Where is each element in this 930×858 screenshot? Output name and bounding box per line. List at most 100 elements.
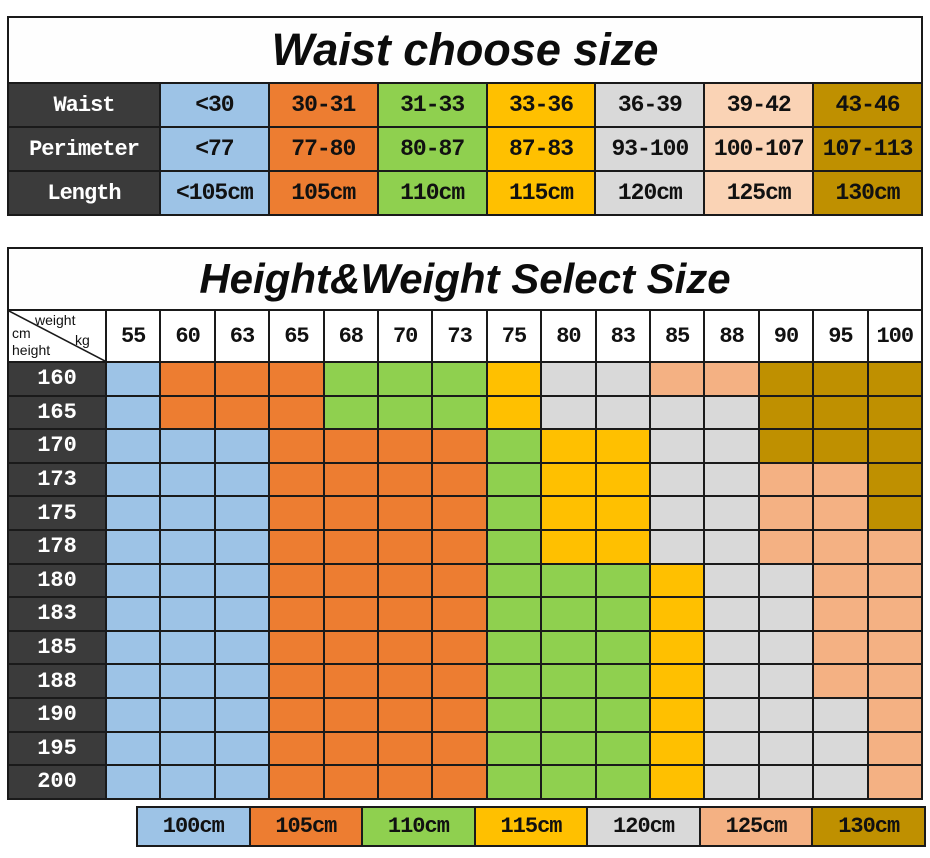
size-grid-cell — [759, 497, 813, 529]
size-grid-cell — [596, 766, 649, 798]
size-grid-cell — [107, 732, 160, 765]
size-grid-cell — [651, 564, 704, 597]
size-grid-cell — [596, 598, 649, 630]
size-grid-cell — [814, 631, 867, 664]
size-grid-cell — [487, 463, 541, 496]
waist-size-cell: 87-83 — [487, 128, 595, 170]
size-grid-cell — [542, 363, 595, 395]
size-grid-cell — [379, 598, 432, 630]
size-grid-cell — [759, 766, 813, 798]
size-grid-cell — [542, 396, 595, 429]
size-grid-cell — [161, 430, 214, 462]
weight-header-cell: 100 — [868, 311, 921, 361]
corner-height-label: height — [12, 342, 51, 358]
waist-size-cell: 107-113 — [814, 128, 921, 170]
size-grid-cell — [161, 530, 214, 563]
size-grid-cell — [542, 564, 595, 597]
size-grid-cell — [379, 698, 432, 731]
size-grid-cell — [868, 497, 921, 529]
height-weight-grid: weight kg cm height 55 60 63 65 68 70 73 75 80 83… — [9, 309, 921, 798]
size-grid-cell — [324, 732, 377, 765]
size-grid-cell — [705, 430, 758, 462]
size-grid-cell — [270, 665, 323, 697]
size-grid-cell — [651, 530, 704, 563]
size-grid-cell — [705, 698, 758, 731]
size-grid-cell — [814, 665, 867, 697]
size-grid-cell — [487, 665, 541, 697]
size-grid-cell — [270, 430, 323, 462]
legend-item: 100cm — [138, 808, 249, 845]
weight-header-cell: 95 — [814, 311, 867, 361]
size-grid-cell — [596, 564, 649, 597]
waist-size-cell: 110cm — [378, 172, 486, 214]
size-grid-cell — [487, 598, 541, 630]
size-grid-cell — [487, 564, 541, 597]
size-grid-cell — [215, 766, 269, 798]
height-label-cell: 170 — [9, 430, 105, 462]
size-grid-cell — [379, 766, 432, 798]
size-grid-cell — [379, 396, 432, 429]
size-grid-cell — [161, 396, 214, 429]
height-label-cell: 200 — [9, 766, 105, 798]
size-grid-cell — [814, 766, 867, 798]
size-grid-cell — [161, 564, 214, 597]
size-grid-cell — [379, 564, 432, 597]
size-grid-cell — [324, 363, 377, 395]
size-grid-cell — [433, 497, 486, 529]
size-grid-cell — [868, 631, 921, 664]
size-grid-cell — [814, 463, 867, 496]
size-grid-cell — [596, 732, 649, 765]
size-grid-cell — [107, 598, 160, 630]
size-grid-cell — [379, 530, 432, 563]
size-grid-cell — [487, 698, 541, 731]
size-grid-cell — [324, 564, 377, 597]
size-grid-cell — [596, 665, 649, 697]
size-grid-cell — [215, 698, 269, 731]
size-grid-cell — [542, 631, 595, 664]
size-grid-cell — [215, 463, 269, 496]
size-grid-cell — [107, 497, 160, 529]
legend-item: 120cm — [588, 808, 699, 845]
size-grid-cell — [759, 564, 813, 597]
size-grid-cell — [324, 631, 377, 664]
height-label-cell: 190 — [9, 698, 105, 731]
size-grid-cell — [270, 363, 323, 395]
weight-header-cell: 63 — [215, 311, 269, 361]
size-grid-cell — [868, 430, 921, 462]
weight-header-cell: 73 — [433, 311, 486, 361]
weight-header-cell: 60 — [161, 311, 214, 361]
size-grid-cell — [215, 598, 269, 630]
size-grid-cell — [270, 497, 323, 529]
size-grid-cell — [868, 665, 921, 697]
size-grid-cell — [814, 732, 867, 765]
height-label-cell: 183 — [9, 598, 105, 630]
corner-kg-label: kg — [75, 332, 90, 348]
size-grid-cell — [433, 363, 486, 395]
height-label-cell: 173 — [9, 463, 105, 496]
size-grid-cell — [324, 598, 377, 630]
size-grid-cell — [433, 665, 486, 697]
size-grid-cell — [270, 564, 323, 597]
size-grid-cell — [215, 530, 269, 563]
size-grid-cell — [433, 631, 486, 664]
waist-size-table: Waist choose size Waist <30 30-31 31-33 33-3… — [7, 16, 923, 216]
size-grid-cell — [324, 530, 377, 563]
size-grid-cell — [270, 463, 323, 496]
waist-size-cell: 115cm — [487, 172, 595, 214]
size-grid-cell — [379, 363, 432, 395]
size-grid-cell — [107, 665, 160, 697]
size-grid-cell — [868, 564, 921, 597]
size-grid-cell — [107, 564, 160, 597]
size-grid-cell — [433, 396, 486, 429]
size-grid-cell — [433, 564, 486, 597]
size-grid-cell — [161, 463, 214, 496]
waist-size-cell: 105cm — [269, 172, 377, 214]
size-grid-cell — [379, 665, 432, 697]
size-grid-cell — [814, 497, 867, 529]
waist-row-label: Perimeter — [9, 128, 159, 170]
size-grid-cell — [814, 530, 867, 563]
size-grid-cell — [324, 463, 377, 496]
size-grid-cell — [814, 396, 867, 429]
size-grid-cell — [324, 766, 377, 798]
corner-weight-label: weight — [35, 312, 76, 328]
